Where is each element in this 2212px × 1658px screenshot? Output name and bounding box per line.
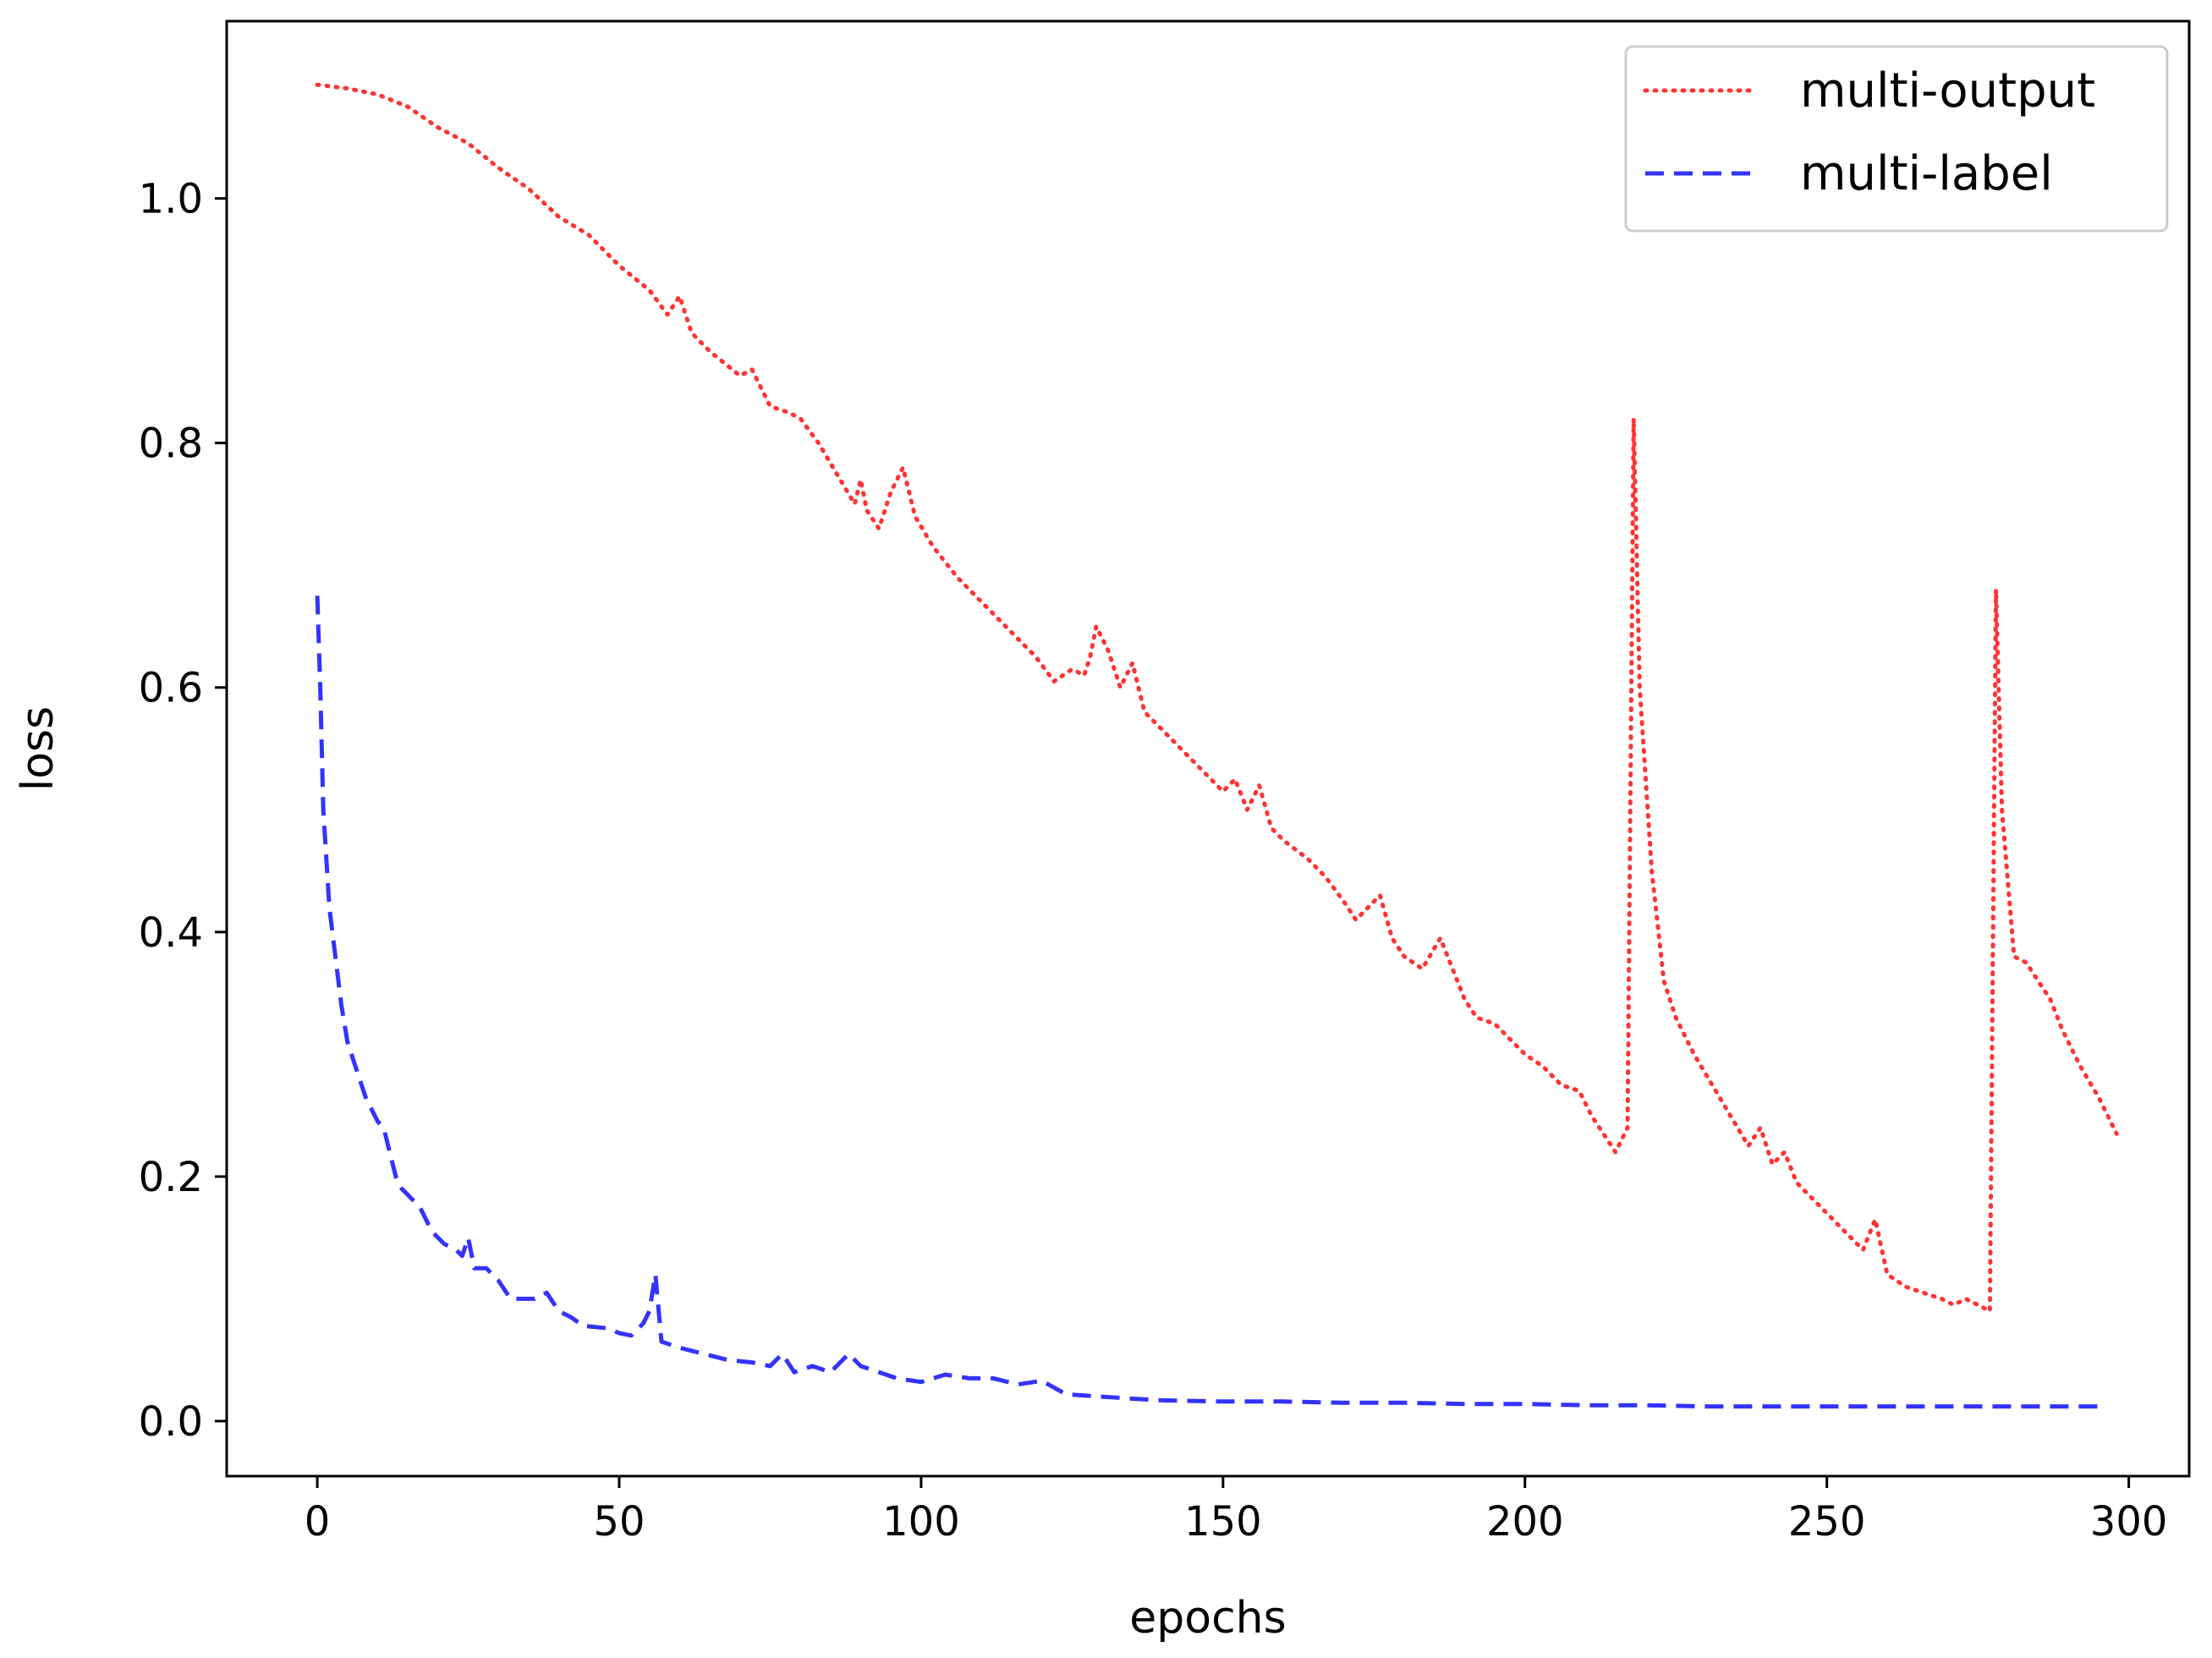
x-tick-label: 50 [593,1498,645,1545]
legend-box [1624,45,2169,233]
y-tick-label: 0.0 [139,1398,203,1446]
series-line-multi-output [315,82,2119,1314]
x-tick-label: 100 [882,1498,960,1545]
x-axis-label: epochs [1129,1593,1286,1644]
x-tick-label: 300 [2090,1498,2168,1545]
legend: multi-output multi-label [1624,45,2169,233]
series-line-multi-label [315,596,2105,1409]
legend-label-multi-label: multi-label [1800,146,2053,201]
x-tick-label: 150 [1184,1498,1262,1545]
plot-area [225,19,2191,1478]
x-axis: 0 50 100 150 200 250 300 [305,1476,2168,1545]
series-layer [315,82,2119,1409]
y-tick-label: 1.0 [139,176,203,223]
y-tick-label: 0.8 [139,420,203,468]
plot-frame [225,19,2191,1478]
x-tick-label: 200 [1486,1498,1564,1545]
y-axis: 0.0 0.2 0.4 0.6 0.8 1.0 [139,176,227,1446]
x-tick-label: 0 [305,1498,331,1545]
x-tick-label: 250 [1788,1498,1866,1545]
y-axis-label: loss [13,706,63,791]
y-tick-label: 0.6 [139,665,203,712]
y-tick-label: 0.4 [139,909,203,957]
legend-label-multi-output: multi-output [1800,63,2095,118]
y-tick-label: 0.2 [139,1154,203,1201]
